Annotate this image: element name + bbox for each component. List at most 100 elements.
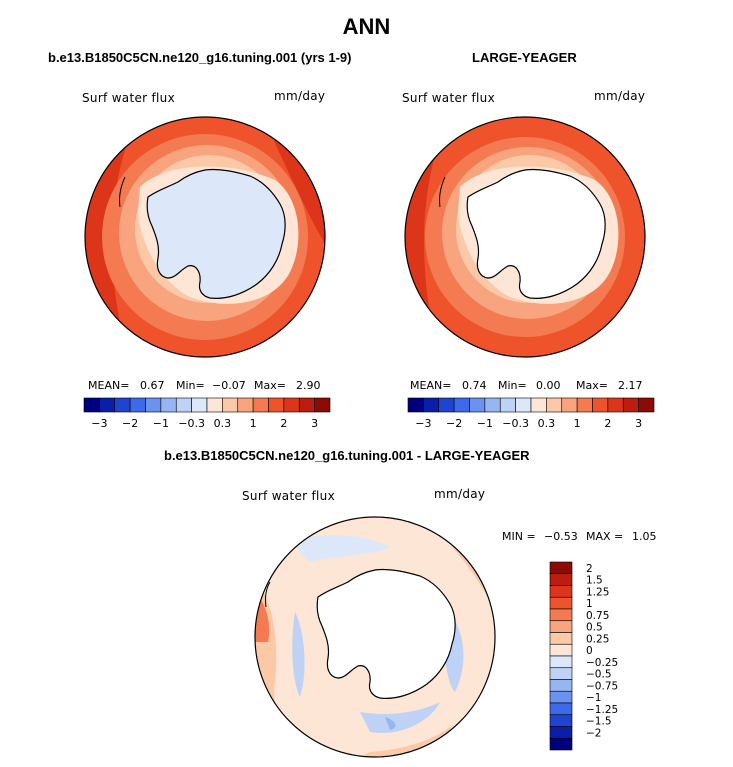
panel2-mean-label: MEAN= <box>410 379 452 392</box>
panel3-polar-map <box>254 516 496 758</box>
panel3-colorbar-tick-label: −1 <box>586 692 601 704</box>
panel3-colorbar-swatch <box>549 573 573 586</box>
panel1-min-label: Min= <box>176 379 205 392</box>
panel1-colorbar-tick-label: 3 <box>311 417 318 430</box>
panel1-colorbar-swatch <box>298 397 315 413</box>
panel3-colorbar-swatch <box>549 702 573 716</box>
panel1-colorbar-tick-label: −3 <box>91 417 107 430</box>
panel1-subtitle: b.e13.B1850C5CN.ne120_g16.tuning.001 (yr… <box>48 50 352 65</box>
panel3-south-america-tip <box>265 581 271 608</box>
panel2-subtitle: LARGE-YEAGER <box>472 50 577 65</box>
panel3-colorbar-tick-label: −0.5 <box>586 669 612 681</box>
panel1-colorbar-swatch <box>160 397 177 413</box>
panel3-colorbar: 21.51.2510.750.50.250−0.25−0.5−0.75−1−1.… <box>549 561 618 751</box>
panel2-colorbar-tick-label: −3 <box>415 417 431 430</box>
panel3-colorbar-swatch <box>549 679 573 692</box>
panel3-colorbar-swatch <box>549 608 573 622</box>
panel3-max-label: MAX = <box>586 530 624 543</box>
panel3-colorbar-tick-label: 1.25 <box>586 586 609 598</box>
panel3-colorbar-tick-label: 2 <box>586 563 593 575</box>
figure-title: ANN <box>342 14 391 39</box>
panel2-colorbar-swatch <box>638 397 655 413</box>
panel1-antarctica <box>146 168 286 299</box>
panel1-colorbar-tick-label: 1 <box>250 417 257 430</box>
panel3-subtitle: b.e13.B1850C5CN.ne120_g16.tuning.001 - L… <box>164 448 530 463</box>
panel3-units-label: mm/day <box>434 487 486 501</box>
panel2-colorbar-tick-label: −0.3 <box>502 417 529 430</box>
panel1-colorbar-swatch <box>114 397 131 413</box>
panel2-colorbar-swatch <box>423 397 440 413</box>
panel1-units-label: mm/day <box>274 89 326 103</box>
panel2-colorbar-swatch <box>607 397 624 413</box>
panel2-south-america-tip <box>439 176 446 208</box>
panel2-colorbar-swatch <box>622 397 639 413</box>
panel3-colorbar-tick-label: −1.25 <box>586 704 618 716</box>
panel1-colorbar-swatch <box>145 397 162 413</box>
panel1-colorbar-swatch <box>175 397 192 413</box>
panel3-colorbar-swatch <box>549 632 573 645</box>
panel3-north-negative <box>290 535 390 562</box>
panel3-colorbar-tick-label: 0.5 <box>586 622 603 634</box>
panel3-colorbar-tick-label: 0.75 <box>586 610 609 622</box>
panel1-mean-label: MEAN= <box>88 379 130 392</box>
panel2-min-label: Min= <box>498 379 527 392</box>
panel2-max-label: Max= <box>576 379 608 392</box>
panel2-field-label: Surf water flux <box>402 91 495 105</box>
panel3-colorbar-swatch <box>549 596 573 610</box>
panel2-map-border <box>404 116 646 358</box>
panel3-antarctica <box>316 568 456 699</box>
panel2-colorbar-swatch <box>469 397 486 413</box>
panel3-colorbar-tick-label: −0.75 <box>586 680 618 692</box>
panel1-colorbar-tick-label: −1 <box>153 417 169 430</box>
panel1-colorbar-swatch <box>129 397 146 413</box>
panel3-colorbar-swatch <box>549 655 573 669</box>
panel1-colorbar-swatch <box>252 397 269 413</box>
panel2-colorbar-swatch <box>407 397 424 413</box>
panel1-colorbar-swatch <box>314 397 331 413</box>
panel2-colorbar-swatch <box>530 397 547 413</box>
panel1-colorbar-tick-label: −2 <box>122 417 138 430</box>
panel3-colorbar-tick-label: 1.5 <box>586 575 603 587</box>
panel1-colorbar-tick-label: 0.3 <box>214 417 232 430</box>
panel3-colorbar-swatch <box>549 561 573 575</box>
panel2-colorbar-swatch <box>561 397 578 413</box>
panel3-colorbar-tick-label: 0.25 <box>586 633 609 645</box>
panel1-colorbar-swatch <box>206 397 223 413</box>
panel1-south-america-tip <box>119 176 126 208</box>
panel3-colorbar-swatch <box>549 643 573 657</box>
panel3-colorbar-tick-label: 1 <box>586 598 593 610</box>
panel2-mean-value: 0.74 <box>462 379 487 392</box>
panel1-polar-map <box>84 116 326 358</box>
panel2-colorbar-swatch <box>576 397 593 413</box>
panel1-max-label: Max= <box>254 379 286 392</box>
panel3-colorbar-swatch <box>549 690 573 704</box>
panel3-min-label: MIN = <box>502 530 536 543</box>
panel3-west-negative <box>292 612 305 697</box>
panel2-max-value: 2.17 <box>618 379 643 392</box>
panel1-field-label: Surf water flux <box>82 91 175 105</box>
panel2-colorbar-swatch <box>453 397 470 413</box>
panel1-map-border <box>84 116 326 358</box>
panel3-colorbar-swatch <box>549 585 573 598</box>
panel1-colorbar: −3 −2 −1 −0.3 0.3 1 2 3 <box>83 397 331 430</box>
panel2-colorbar-swatch <box>592 397 609 413</box>
panel3-min-value: −0.53 <box>544 530 578 543</box>
panel3-colorbar-tick-label: −0.25 <box>586 657 618 669</box>
panel2-antarctica <box>466 168 606 299</box>
panel1-mean-value: 0.67 <box>140 379 165 392</box>
panel2-colorbar-tick-label: 0.3 <box>538 417 556 430</box>
panel3-colorbar-swatch <box>549 726 573 739</box>
panel3-colorbar-tick-label: −1.5 <box>586 716 612 728</box>
panel1-colorbar-swatch <box>83 397 100 413</box>
panel3-colorbar-swatch <box>549 714 573 727</box>
panel1-colorbar-swatch <box>99 397 116 413</box>
panel2-colorbar-swatch <box>546 397 563 413</box>
panel2-colorbar-swatch <box>438 397 455 413</box>
panel3-colorbar-swatch <box>549 620 573 633</box>
panel2-colorbar-swatch <box>515 397 532 413</box>
panel3-colorbar-tick-label: −2 <box>586 727 601 739</box>
panel3-map-border <box>254 516 496 758</box>
panel2-colorbar-tick-label: −1 <box>477 417 493 430</box>
panel3-field-label: Surf water flux <box>242 489 335 503</box>
panel2-colorbar: −3 −2 −1 −0.3 0.3 1 2 3 <box>407 397 655 430</box>
